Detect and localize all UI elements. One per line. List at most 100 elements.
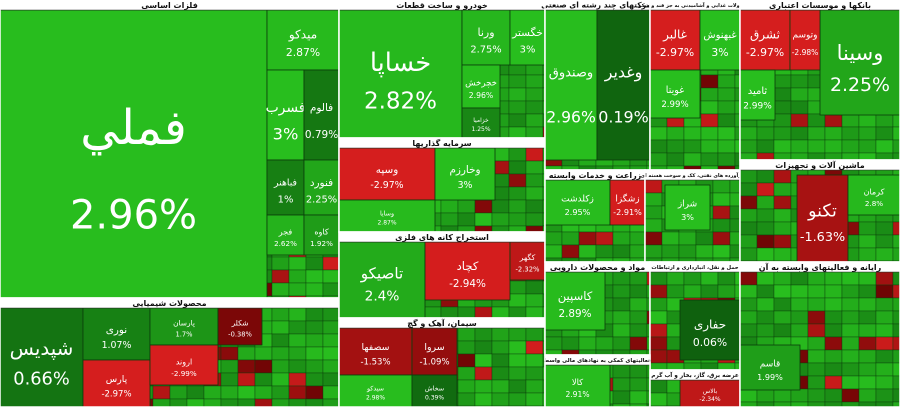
filler-tile	[807, 388, 826, 403]
filler-tile	[683, 284, 702, 299]
tile	[789, 9, 821, 71]
filler-tile	[649, 271, 668, 286]
filler-tile	[666, 362, 685, 371]
filler-tile	[790, 297, 809, 312]
filler-tile	[695, 231, 714, 246]
tile-value: -2.97%	[101, 389, 131, 399]
tile-value: 2.25%	[306, 195, 337, 206]
tile-name: میدکو	[288, 28, 317, 43]
filler-tile	[629, 284, 648, 299]
filler-tile	[288, 307, 307, 322]
tile	[739, 344, 801, 391]
filler-tile	[288, 256, 307, 271]
filler-tile	[824, 336, 843, 351]
filler-tile	[525, 100, 544, 115]
tile-name: خچرخش	[465, 79, 497, 89]
filler-tile	[457, 366, 476, 381]
tile-name: کگهر	[519, 253, 536, 262]
filler-tile	[790, 74, 809, 89]
filler-tile	[525, 225, 544, 233]
filler-tile	[717, 74, 736, 89]
filler-tile	[695, 244, 714, 259]
filler-tile	[288, 282, 307, 297]
tile-value: 1%	[278, 195, 294, 206]
filler-tile	[875, 362, 894, 377]
tile-value: -0.38%	[228, 331, 252, 339]
tile-value: 1.25%	[471, 126, 490, 133]
filler-tile	[717, 139, 736, 154]
filler-tile	[824, 375, 843, 390]
filler-tile	[457, 199, 476, 214]
filler-tile	[756, 195, 775, 210]
filler-tile	[644, 205, 663, 220]
filler-tile	[612, 284, 631, 299]
filler-tile	[237, 359, 256, 374]
filler-tile	[756, 139, 775, 154]
tile-name: حفاری	[694, 318, 726, 333]
filler-tile	[717, 152, 736, 167]
filler-tile	[474, 225, 493, 233]
filler-tile	[756, 271, 775, 286]
filler-tile	[271, 282, 290, 297]
filler-tile	[807, 113, 826, 128]
filler-tile	[595, 336, 614, 351]
filler-tile	[824, 388, 843, 403]
filler-tile	[629, 297, 648, 312]
filler-tile	[186, 398, 205, 407]
tile-value: 2.99%	[743, 102, 772, 112]
filler-tile	[305, 256, 324, 271]
filler-tile	[773, 297, 792, 312]
filler-tile	[683, 362, 702, 371]
filler-tile	[875, 375, 894, 390]
tile-name: فباهنر	[273, 178, 297, 189]
tile-name: فالوم	[310, 102, 333, 114]
filler-tile	[508, 327, 527, 342]
filler-tile	[892, 375, 900, 390]
filler-tile	[892, 271, 900, 286]
tile-value: 3%	[520, 45, 536, 56]
filler-tile	[322, 307, 340, 322]
filler-tile	[322, 385, 340, 400]
filler-tile	[875, 349, 894, 364]
filler-tile	[491, 340, 510, 355]
filler-tile	[892, 152, 900, 161]
filler-tile	[305, 307, 324, 322]
filler-tile	[756, 234, 775, 249]
filler-tile	[841, 336, 860, 351]
filler-tile	[491, 306, 510, 319]
filler-tile	[578, 244, 597, 259]
filler-tile	[508, 280, 527, 295]
tile-value: -2.98%	[792, 48, 819, 57]
filler-tile	[666, 284, 685, 299]
filler-tile	[739, 208, 758, 223]
tile-name: وخارزم	[449, 164, 480, 176]
filler-tile	[773, 87, 792, 102]
filler-tile	[271, 320, 290, 335]
tile	[217, 307, 263, 346]
filler-tile	[739, 234, 758, 249]
filler-tile	[508, 87, 527, 102]
tile	[411, 374, 458, 407]
filler-tile	[756, 284, 775, 299]
tile-name: تاصیکو	[360, 264, 404, 282]
filler-tile	[525, 293, 544, 308]
tile-name: فنورد	[310, 177, 333, 189]
tile	[82, 359, 151, 407]
filler-tile	[773, 221, 792, 236]
filler-tile	[700, 284, 719, 299]
tile-name: سیدکو	[366, 384, 384, 392]
filler-tile	[790, 139, 809, 154]
filler-tile	[824, 310, 843, 325]
filler-tile	[717, 284, 736, 299]
tile-value: -2.34%	[699, 396, 721, 403]
filler-tile	[525, 126, 544, 139]
filler-tile	[892, 349, 900, 364]
filler-tile	[508, 353, 527, 368]
filler-tile	[525, 160, 544, 175]
filler-tile	[629, 231, 646, 246]
filler-tile	[841, 310, 860, 325]
tile	[0, 307, 84, 407]
tile-name: زکلدشت	[561, 194, 594, 204]
tile-value: 2.75%	[470, 45, 501, 56]
filler-tile	[717, 113, 736, 128]
